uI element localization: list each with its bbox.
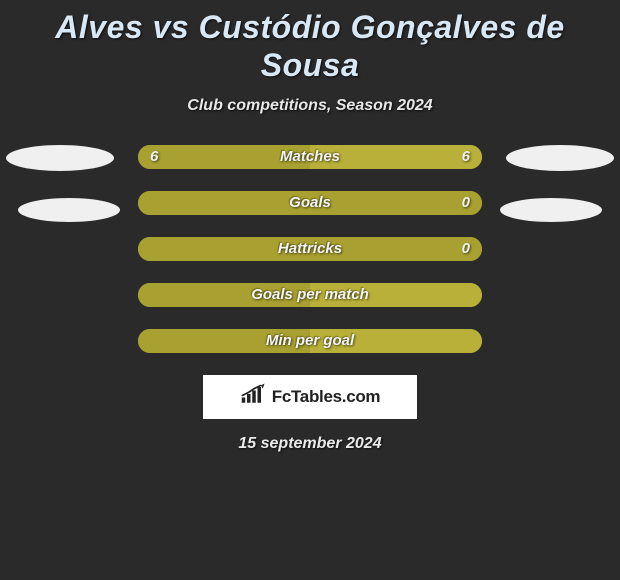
stat-area: Matches66Goals0Hattricks0Goals per match… — [0, 145, 620, 353]
comparison-card: Alves vs Custódio Gonçalves de Sousa Clu… — [0, 0, 620, 453]
stat-value-right: 0 — [462, 191, 470, 215]
stat-row-min-per-goal: Min per goal — [138, 329, 482, 353]
player-left-disc-2 — [18, 198, 120, 222]
chart-icon — [240, 383, 268, 410]
logo-text: FcTables.com — [272, 387, 381, 407]
stat-label: Min per goal — [138, 329, 482, 353]
stat-value-right: 6 — [462, 145, 470, 169]
subtitle: Club competitions, Season 2024 — [0, 97, 620, 115]
date-line: 15 september 2024 — [0, 435, 620, 453]
stat-label: Goals per match — [138, 283, 482, 307]
stat-value-left: 6 — [150, 145, 158, 169]
player-right-disc-1 — [506, 145, 614, 171]
stat-row-hattricks: Hattricks0 — [138, 237, 482, 261]
stat-label: Hattricks — [138, 237, 482, 261]
stat-row-matches: Matches6 6 — [138, 145, 482, 169]
page-title: Alves vs Custódio Gonçalves de Sousa — [0, 4, 620, 91]
stat-label: Matches — [138, 145, 482, 169]
fctables-logo: FcTables.com — [203, 375, 417, 419]
stat-row-goals: Goals0 — [138, 191, 482, 215]
player-left-disc-1 — [6, 145, 114, 171]
stat-row-goals-per-match: Goals per match — [138, 283, 482, 307]
stat-value-right: 0 — [462, 237, 470, 261]
stat-label: Goals — [138, 191, 482, 215]
stat-bars: Matches66Goals0Hattricks0Goals per match… — [0, 145, 620, 353]
player-right-disc-2 — [500, 198, 602, 222]
